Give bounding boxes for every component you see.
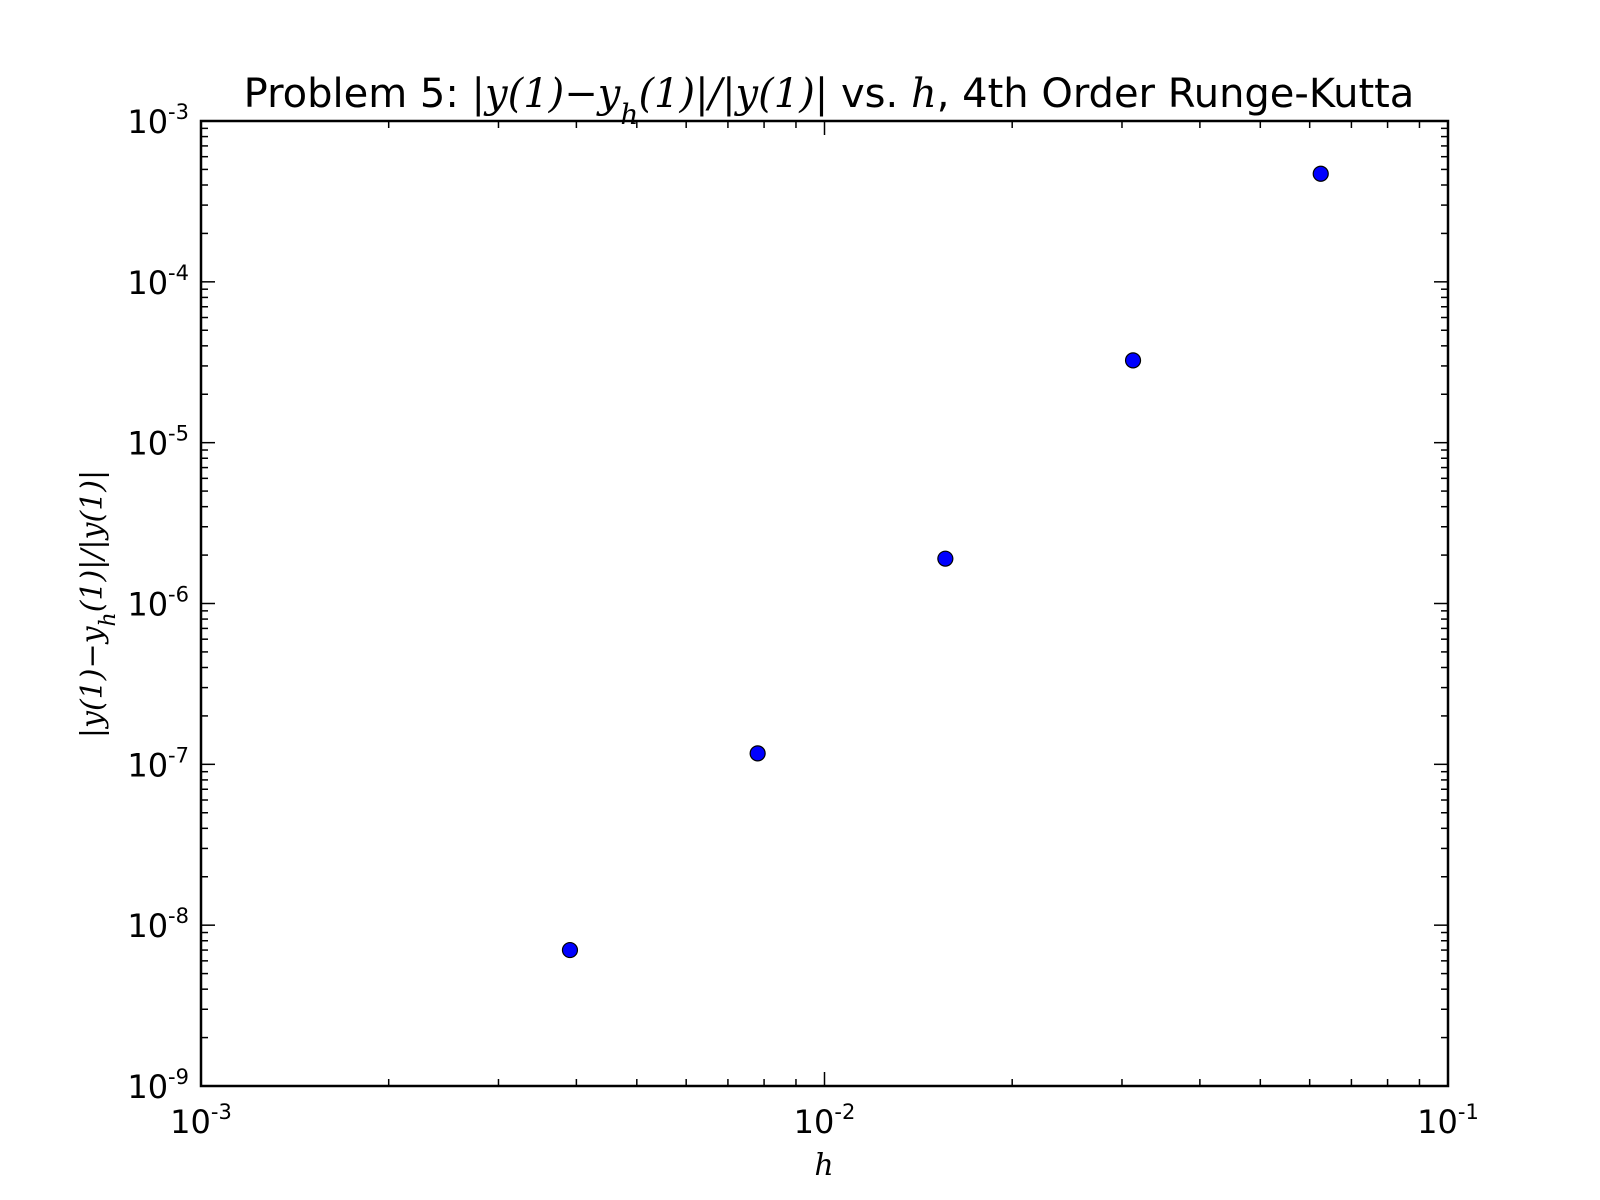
y-tick-label-base: 10 xyxy=(127,1068,168,1106)
title-prefix: Problem 5: xyxy=(244,71,472,117)
y-tick-label-exponent: -5 xyxy=(168,422,189,446)
x-tick-label-base: 10 xyxy=(170,1103,211,1141)
chart-title: Problem 5: |y(1)−yh(1)|/|y(1)| vs. h, 4t… xyxy=(244,71,1415,131)
y-label-part-1: |y(1)−y xyxy=(75,625,110,738)
x-axis-label: h xyxy=(814,1148,833,1183)
title-math-sub: h xyxy=(620,98,638,131)
x-tick-label-base: 10 xyxy=(794,1103,835,1141)
y-label-sub: h xyxy=(96,612,121,626)
tick-labels: 10-3 10-2 10-110-910-810-710-610-510-410-3 xyxy=(127,100,1479,1141)
y-tick-label-base: 10 xyxy=(127,264,168,302)
y-label-part-2: (1)|/|y(1)| xyxy=(75,470,110,612)
y-tick-label: 10-8 xyxy=(127,904,189,945)
x-tick-label: 10-2 xyxy=(794,1100,856,1141)
title-math-2: (1)|/|y(1)| xyxy=(638,71,828,117)
y-tick-label-exponent: -9 xyxy=(168,1065,189,1089)
x-tick-label-base: 10 xyxy=(1417,1103,1458,1141)
title-middle: vs. xyxy=(828,71,911,117)
y-tick-label: 10-7 xyxy=(127,743,189,784)
y-tick-label-base: 10 xyxy=(127,103,168,141)
y-axis-label: |y(1)−yh(1)|/|y(1)| xyxy=(75,470,121,738)
data-point xyxy=(1312,165,1329,182)
y-tick-label-exponent: -6 xyxy=(168,583,189,607)
y-tick-label-exponent: -8 xyxy=(168,904,189,928)
x-tick-label: 10-3 xyxy=(170,1100,232,1141)
y-tick-label-base: 10 xyxy=(127,907,168,945)
data-point xyxy=(1124,352,1142,369)
plot-frame xyxy=(199,119,1450,1088)
x-tick-label-exponent: -3 xyxy=(211,1100,232,1124)
y-tick-label-exponent: -4 xyxy=(168,261,189,285)
y-tick-label: 10-6 xyxy=(127,583,189,624)
data-point xyxy=(561,941,579,959)
x-tick-label-exponent: -2 xyxy=(834,1100,855,1124)
data-points xyxy=(561,165,1329,959)
y-tick-label-exponent: -7 xyxy=(168,743,189,767)
data-point xyxy=(937,550,954,567)
y-tick-label-base: 10 xyxy=(127,425,168,463)
y-tick-label-base: 10 xyxy=(127,746,168,784)
x-tick-label-exponent: -1 xyxy=(1458,1100,1479,1124)
y-tick-label-base: 10 xyxy=(127,586,168,624)
y-tick-label: 10-5 xyxy=(127,422,189,463)
x-tick-label: 10-1 xyxy=(1417,1100,1479,1141)
data-point xyxy=(749,745,766,762)
title-suffix: , 4th Order Runge-Kutta xyxy=(937,71,1415,117)
y-tick-label: 10-3 xyxy=(127,100,189,141)
y-tick-label: 10-9 xyxy=(127,1065,189,1106)
axis-ticks xyxy=(200,120,1449,1087)
y-tick-label: 10-4 xyxy=(127,261,189,302)
y-tick-label-exponent: -3 xyxy=(168,100,189,124)
title-math-3: h xyxy=(911,71,937,117)
title-math-1: |y(1)−y xyxy=(472,71,622,117)
